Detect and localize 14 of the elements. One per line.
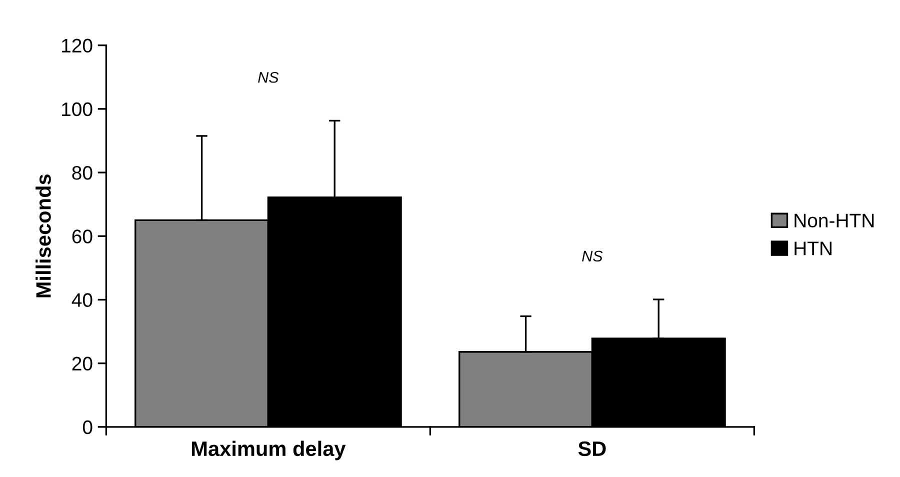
annotation: NS	[582, 250, 603, 262]
y-tick-label: 60	[72, 230, 92, 244]
y-tick-label: 0	[82, 420, 92, 434]
y-tick-label: 120	[62, 38, 92, 53]
legend-label: HTN	[794, 242, 832, 256]
legend-label: Non-HTN	[794, 214, 874, 228]
y-tick-label: 20	[72, 356, 92, 371]
y-tick-label: 80	[72, 166, 92, 180]
x-tick-label: SD	[578, 441, 606, 456]
y-axis-title: Milliseconds	[36, 174, 51, 298]
y-tick-label: 100	[62, 102, 92, 116]
annotation: NS	[258, 72, 279, 83]
x-tick-label: Maximum delay	[192, 440, 346, 460]
y-tick-label: 40	[72, 293, 92, 307]
